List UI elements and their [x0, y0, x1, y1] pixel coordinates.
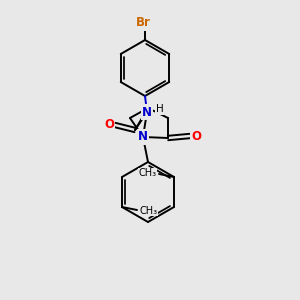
Text: CH₃: CH₃ [139, 206, 157, 216]
Text: N: N [142, 106, 152, 118]
Text: O: O [191, 130, 201, 142]
Text: CH₃: CH₃ [139, 168, 157, 178]
Text: O: O [104, 118, 114, 130]
Text: N: N [138, 130, 148, 143]
Text: H: H [156, 104, 164, 114]
Text: Br: Br [136, 16, 150, 29]
